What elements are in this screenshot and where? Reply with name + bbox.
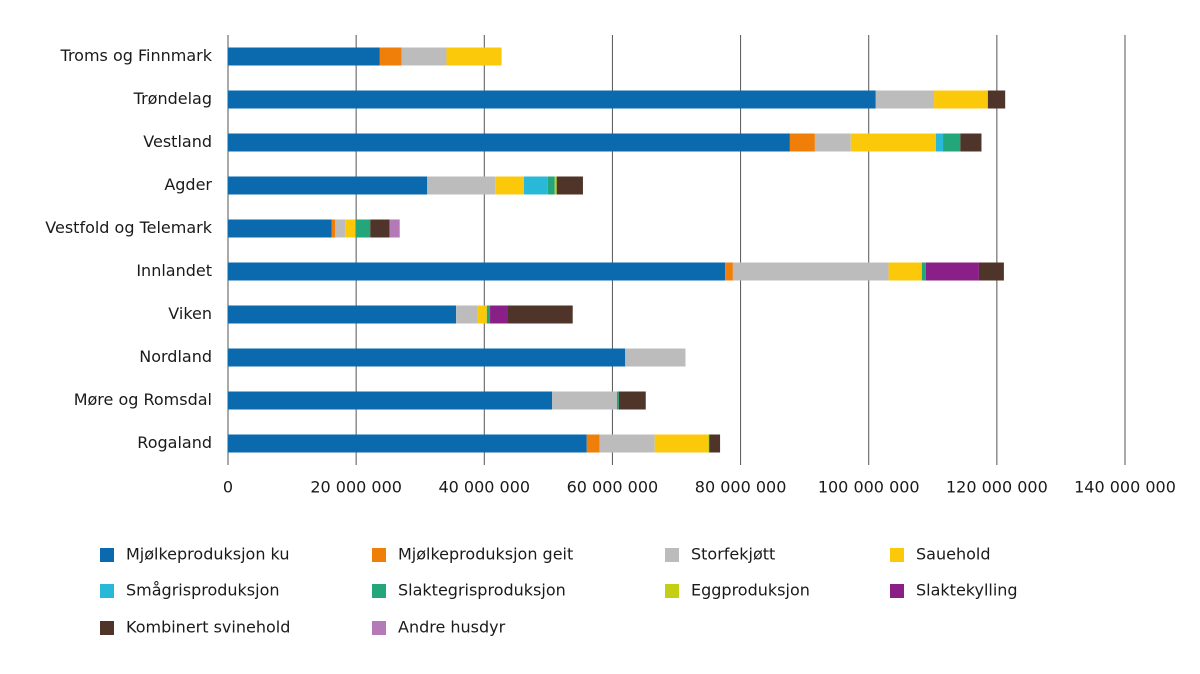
- legend-swatch: [665, 584, 679, 598]
- legend-label: Sauehold: [916, 545, 990, 564]
- legend-label: Mjølkeproduksjon ku: [126, 545, 289, 564]
- bar-segment: [625, 348, 686, 367]
- bar-segment: [934, 90, 988, 109]
- bar-segment: [228, 176, 428, 195]
- bar-segment: [987, 90, 1006, 109]
- bar-segment: [789, 133, 815, 152]
- bar-segment: [486, 305, 491, 324]
- bar-segment: [228, 133, 790, 152]
- bar-segment: [228, 262, 726, 281]
- y-tick-label: Rogaland: [137, 433, 212, 452]
- y-tick-label: Troms og Finnmark: [60, 46, 213, 65]
- bar-segment: [925, 262, 979, 281]
- legend-label: Kombinert svinehold: [126, 618, 290, 637]
- legend-label: Andre husdyr: [398, 618, 506, 637]
- x-tick-label: 40 000 000: [438, 478, 530, 497]
- bar-segment: [228, 47, 380, 66]
- bar-segment: [401, 47, 447, 66]
- bar-segment: [935, 133, 944, 152]
- bar-segment: [850, 133, 936, 152]
- legend-swatch: [100, 621, 114, 635]
- bar-segment: [228, 348, 626, 367]
- bar-segment: [524, 176, 548, 195]
- x-tick-label: 100 000 000: [818, 478, 920, 497]
- bar-segment: [446, 47, 502, 66]
- bar-segment: [507, 305, 573, 324]
- bar-segment: [331, 219, 335, 238]
- legend-label: Slaktekylling: [916, 581, 1018, 600]
- bar-segment: [960, 133, 982, 152]
- bar-segment: [495, 176, 525, 195]
- legend-swatch: [100, 548, 114, 562]
- x-tick-label: 120 000 000: [946, 478, 1048, 497]
- bar-segment: [599, 434, 655, 453]
- y-tick-label: Vestfold og Telemark: [45, 218, 212, 237]
- bar-segment: [228, 90, 876, 109]
- bar-segment: [490, 305, 508, 324]
- legend-swatch: [372, 621, 386, 635]
- legend-label: Slaktegrisproduksjon: [398, 581, 566, 600]
- bar-segment: [370, 219, 390, 238]
- bar-segment: [888, 262, 922, 281]
- bar-segment: [732, 262, 889, 281]
- bar-segment: [654, 434, 708, 453]
- bar-segment: [875, 90, 935, 109]
- bar-segment: [334, 219, 346, 238]
- bar-segment: [228, 305, 457, 324]
- bar-segment: [389, 219, 400, 238]
- bar-segment: [355, 219, 371, 238]
- legend-swatch: [890, 584, 904, 598]
- bar-segment: [943, 133, 961, 152]
- bar-segment: [709, 434, 721, 453]
- x-tick-label: 20 000 000: [310, 478, 402, 497]
- bar-segment: [228, 434, 587, 453]
- y-tick-label: Agder: [164, 175, 212, 194]
- legend-label: Smågrisproduksjon: [126, 581, 280, 600]
- y-tick-label: Vestland: [143, 132, 212, 151]
- bar-segment: [707, 434, 710, 453]
- legend-label: Eggproduksjon: [691, 581, 810, 600]
- x-tick-label: 60 000 000: [567, 478, 659, 497]
- x-tick-label: 0: [223, 478, 233, 497]
- bar-segment: [618, 391, 646, 410]
- legend-label: Storfekjøtt: [691, 545, 775, 564]
- bar-segment: [978, 262, 1004, 281]
- y-tick-label: Møre og Romsdal: [74, 390, 212, 409]
- x-tick-label: 140 000 000: [1074, 478, 1176, 497]
- bar-segment: [345, 219, 356, 238]
- bar-segment: [814, 133, 851, 152]
- x-tick-label: 80 000 000: [695, 478, 787, 497]
- bar-segment: [477, 305, 487, 324]
- y-tick-label: Viken: [168, 304, 212, 323]
- bar-segment: [427, 176, 496, 195]
- bar-segment: [228, 219, 332, 238]
- bar-segment: [556, 176, 583, 195]
- bar-segment: [616, 391, 619, 410]
- bar-segment: [725, 262, 733, 281]
- bar-segment: [554, 176, 557, 195]
- bar-segment: [228, 391, 553, 410]
- bar-segment: [552, 391, 617, 410]
- bar-segment: [379, 47, 402, 66]
- bar-segment: [921, 262, 926, 281]
- bar-segment: [456, 305, 478, 324]
- legend-swatch: [372, 548, 386, 562]
- legend-label: Mjølkeproduksjon geit: [398, 545, 573, 564]
- y-tick-label: Innlandet: [136, 261, 212, 280]
- legend-swatch: [372, 584, 386, 598]
- bar-segment: [547, 176, 555, 195]
- legend-swatch: [665, 548, 679, 562]
- y-tick-label: Trøndelag: [133, 89, 212, 108]
- legend-swatch: [100, 584, 114, 598]
- y-tick-label: Nordland: [139, 347, 212, 366]
- bar-segment: [586, 434, 600, 453]
- legend-swatch: [890, 548, 904, 562]
